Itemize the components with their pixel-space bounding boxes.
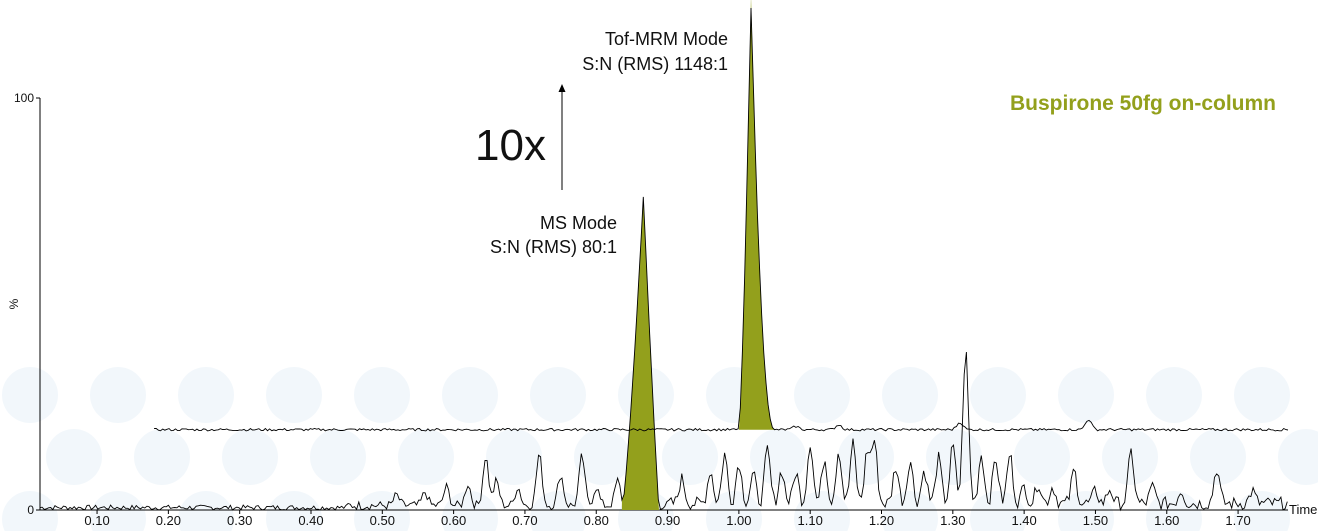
background-circle	[530, 491, 586, 531]
background-circle	[882, 491, 938, 531]
background-circle	[266, 367, 322, 423]
x-tick-label: 1.10	[798, 513, 823, 528]
x-tick-label: 0.20	[156, 513, 181, 528]
trace-group	[39, 0, 1289, 512]
background-circle	[90, 367, 146, 423]
background-circle	[662, 429, 718, 485]
background-circle	[90, 491, 146, 531]
x-tick-group: 0.10 0.20 0.30 0.40 0.50 0.60 0.70 0.80 0.90 1.00…	[84, 510, 1251, 528]
background-circle	[1146, 491, 1202, 531]
gain-arrow	[558, 84, 566, 190]
background-circle	[222, 429, 278, 485]
x-tick-label: 1.20	[869, 513, 894, 528]
x-tick-label: 1.30	[940, 513, 965, 528]
x-tick-label: 1.50	[1083, 513, 1108, 528]
background-circle	[442, 367, 498, 423]
x-tick-label: 1.60	[1154, 513, 1179, 528]
background-circle	[970, 491, 1026, 531]
tof-annotation-line-2: S:N (RMS) 1148:1	[582, 54, 728, 74]
background-circle	[354, 367, 410, 423]
background-circle	[178, 367, 234, 423]
x-tick-label: 0.50	[370, 513, 395, 528]
background-circle	[1234, 491, 1290, 531]
x-tick-label: 0.60	[441, 513, 466, 528]
ms-mode-trace	[39, 196, 1288, 512]
background-circle	[794, 491, 850, 531]
gain-annotation: 10x	[475, 121, 546, 170]
y-axis-label: %	[7, 298, 21, 309]
y-tick-label: 0	[27, 503, 34, 517]
y-tick-label: 100	[14, 91, 34, 105]
x-tick-label: 0.40	[298, 513, 323, 528]
x-axis-label: Time	[1289, 502, 1317, 517]
background-circle	[1146, 367, 1202, 423]
y-tick-group: 0 100	[14, 91, 40, 517]
x-tick-label: 0.90	[655, 513, 680, 528]
background-circle	[882, 367, 938, 423]
x-tick-label: 0.10	[84, 513, 109, 528]
x-tick-label: 0.80	[584, 513, 609, 528]
x-tick-label: 1.00	[726, 513, 751, 528]
x-tick-label: 0.70	[512, 513, 537, 528]
background-circle	[574, 429, 630, 485]
x-tick-label: 0.30	[227, 513, 252, 528]
x-tick-label: 1.70	[1225, 513, 1250, 528]
ms-annotation-line-1: MS Mode	[540, 213, 617, 233]
chart-axes	[39, 98, 1288, 511]
ms-peak-fill	[621, 196, 659, 510]
background-circle	[2, 491, 58, 531]
x-tick-label: 1.40	[1011, 513, 1036, 528]
gain-arrow-head	[558, 84, 566, 92]
background-circle	[926, 429, 982, 485]
background-circle	[46, 429, 102, 485]
tof-peak-fill	[738, 0, 775, 430]
background-circle	[178, 491, 234, 531]
background-circle	[310, 429, 366, 485]
background-circle	[1102, 429, 1158, 485]
chart-title: Buspirone 50fg on-column	[1010, 92, 1276, 115]
background-circle	[134, 429, 190, 485]
background-circle	[486, 429, 542, 485]
background-circle	[1234, 367, 1290, 423]
background-circle	[266, 491, 322, 531]
background-circle	[1014, 429, 1070, 485]
ms-annotation-line-2: S:N (RMS) 80:1	[490, 237, 617, 257]
background-circle	[2, 367, 58, 423]
background-pattern	[2, 367, 1318, 531]
background-circle	[1190, 429, 1246, 485]
background-circle	[794, 367, 850, 423]
background-circle	[970, 367, 1026, 423]
tof-annotation-line-1: Tof-MRM Mode	[605, 29, 728, 49]
background-circle	[530, 367, 586, 423]
tof-mrm-trace	[154, 7, 1289, 432]
background-circle	[1058, 367, 1114, 423]
background-circle	[442, 491, 498, 531]
background-circle	[398, 429, 454, 485]
background-circle	[1278, 429, 1318, 485]
